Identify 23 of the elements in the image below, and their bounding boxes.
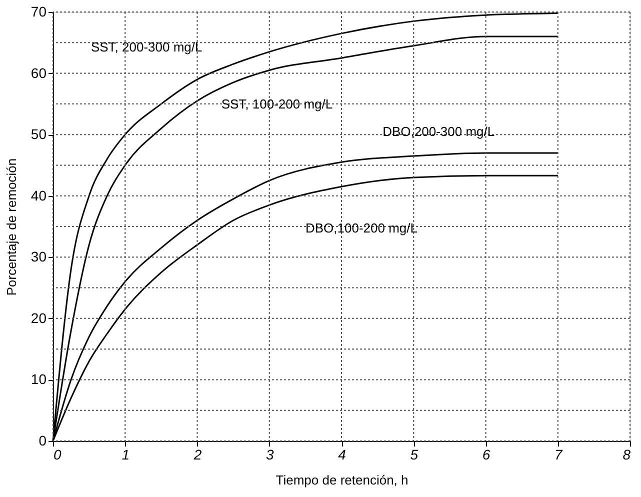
x-tick-label: 4 <box>338 446 346 462</box>
y-tick-label: 0 <box>38 432 47 448</box>
x-tick-label: 6 <box>482 446 490 462</box>
x-axis-title: Tiempo de retención, h <box>276 472 408 488</box>
y-axis-title: Porcentaje de remoción <box>4 158 19 296</box>
x-tick-label: 5 <box>410 446 418 462</box>
y-tick-label: 40 <box>30 187 47 204</box>
x-tick-label: 1 <box>122 446 130 462</box>
x-tick-label: 2 <box>192 446 202 462</box>
y-tick-label: 20 <box>30 310 47 326</box>
y-tick-label: 60 <box>30 64 47 81</box>
series-label: SST, 200-300 mg/L <box>90 39 202 54</box>
y-tick-label: 30 <box>30 248 47 265</box>
series-label: DBO,100-200 mg/L <box>305 220 418 236</box>
y-tick-label: 50 <box>30 126 47 142</box>
series-label: DBO,200-300 mg/L <box>382 124 495 140</box>
y-tick-label: 70 <box>30 4 47 20</box>
x-tick-label: 3 <box>266 446 274 462</box>
x-tick-label: 0 <box>54 446 62 462</box>
series-label: SST, 100-200 mg/L <box>221 96 333 112</box>
x-tick-label: 7 <box>554 446 564 462</box>
y-tick-label: 10 <box>30 371 47 388</box>
x-tick-label: 8 <box>622 446 631 462</box>
